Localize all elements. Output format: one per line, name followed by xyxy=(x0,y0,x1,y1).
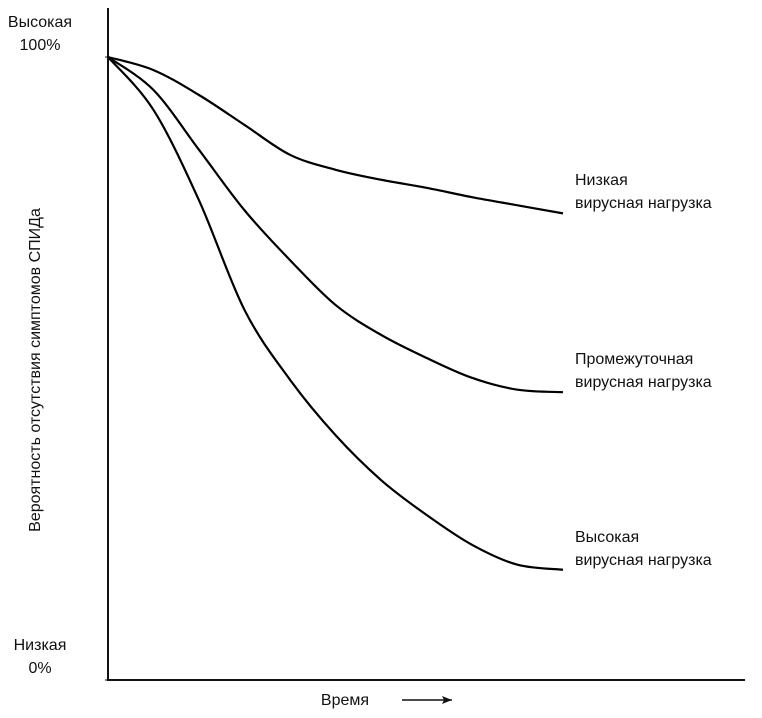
y-tick-label: Низкая 0% xyxy=(13,637,67,677)
series-line xyxy=(107,56,564,394)
series-line xyxy=(107,55,564,215)
series-label: Высокая вирусная нагрузка xyxy=(575,528,712,569)
y-tick-label: Высокая 100% xyxy=(7,14,73,54)
series-label: Низкая вирусная нагрузка xyxy=(575,172,712,213)
x-axis-label: Время xyxy=(321,692,369,709)
series-label: Промежуточная вирусная нагрузка xyxy=(575,351,712,392)
y-axis-label: Вероятность отсутствия симптомов СПИДа xyxy=(27,208,44,532)
x-arrow xyxy=(402,696,452,704)
series-line xyxy=(107,56,564,571)
